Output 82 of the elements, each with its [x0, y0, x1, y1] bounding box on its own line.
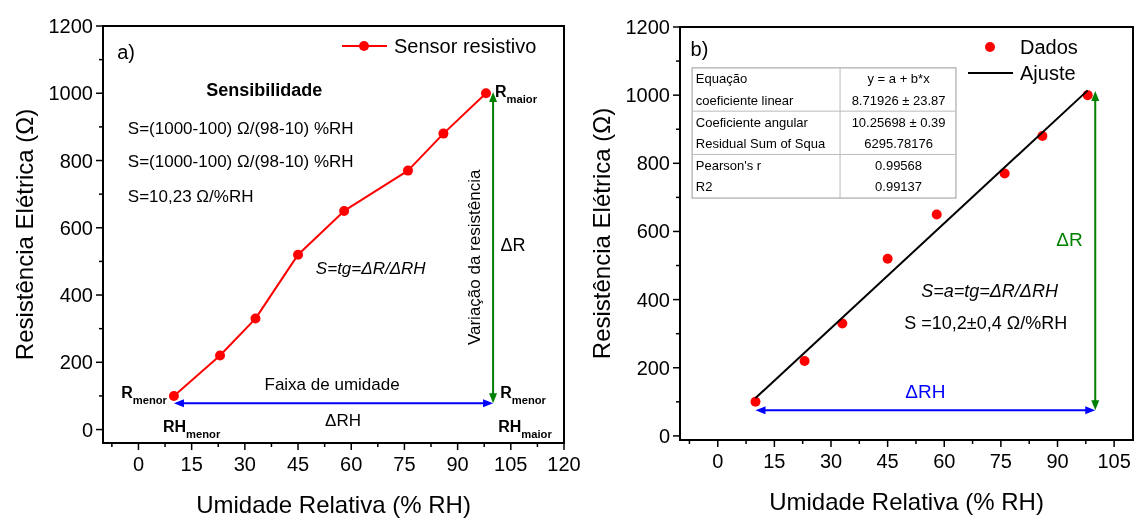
x-axis-title: Umidade Relativa (% RH) — [196, 491, 471, 518]
annotation: y = a + b*x — [867, 71, 931, 86]
y-tick-label: 800 — [636, 152, 670, 175]
point — [931, 209, 942, 220]
annotation: Sensibilidade — [206, 80, 323, 101]
annotation: ΔR — [500, 234, 526, 255]
y-tick-label: 400 — [59, 284, 93, 307]
y-tick-label: 800 — [59, 149, 93, 172]
annotation: S=a=tg=ΔR/ΔRH — [921, 280, 1059, 301]
annotation: S=10,23 Ω/%RH — [127, 186, 254, 206]
x-tick-label: 105 — [494, 453, 528, 475]
annotation: coeficiente linear — [695, 92, 795, 108]
point — [215, 350, 226, 361]
x-tick-label: 0 — [132, 453, 145, 475]
x-tick-label: 30 — [233, 453, 256, 475]
y-tick-label: 1000 — [625, 84, 670, 107]
annotation: ΔRH — [325, 410, 362, 430]
y-tick-label: 0 — [81, 418, 93, 441]
annotation: 8.71926 ± 23.87 — [851, 92, 946, 108]
x-tick-label: 30 — [819, 450, 843, 472]
y-tick-label: 0 — [658, 424, 670, 447]
x-tick-label: 15 — [763, 450, 786, 472]
annotation: S=tg=ΔR/ΔRH — [315, 259, 427, 279]
point — [402, 165, 413, 176]
y-axis-title: Resistência Elétrica (Ω) — [588, 107, 615, 360]
y-tick-label: 600 — [636, 220, 670, 243]
y-tick-label: 1200 — [48, 15, 93, 37]
x-tick-label: 0 — [712, 450, 724, 472]
annotation: Residual Sum of Squa — [695, 136, 826, 152]
x-tick-label: 90 — [1046, 450, 1069, 472]
point — [438, 128, 449, 139]
x-tick-label: 105 — [1097, 450, 1131, 472]
x-tick-label: 45 — [286, 453, 310, 475]
x-tick-label: 120 — [547, 453, 581, 475]
annotation: ΔRH — [905, 381, 946, 403]
annotation: 10.25698 ± 0.39 — [851, 114, 946, 130]
annotation: 0.99137 — [875, 179, 923, 195]
annotation: Pearson's r — [695, 157, 762, 173]
point — [750, 396, 761, 407]
annotation: R$_{menor}$ — [500, 384, 547, 407]
point — [293, 249, 304, 260]
x-tick-label: 45 — [876, 450, 899, 472]
x-tick-label: 60 — [933, 450, 956, 472]
y-tick-label: 1200 — [625, 16, 670, 38]
annotation: Coeficiente angular — [695, 114, 809, 130]
point — [799, 355, 810, 366]
annotation: ΔR — [1056, 228, 1083, 250]
annotation: R$_{menor}$ — [121, 383, 168, 406]
y-tick-label: 600 — [59, 216, 93, 239]
point — [480, 88, 491, 99]
annotation: 0.99568 — [875, 157, 923, 173]
y-axis-title: Resistência Elétrica (Ω) — [11, 108, 38, 361]
annotation: Equação — [695, 71, 748, 86]
annotation: S=(1000-100) Ω/(98-10) %RH — [127, 118, 354, 138]
annotation: S=(1000-100) Ω/(98-10) %RH — [127, 152, 354, 172]
x-tick-label: 75 — [989, 450, 1012, 472]
point — [339, 205, 350, 216]
y-tick-label: 400 — [636, 288, 670, 311]
point — [250, 313, 261, 324]
annotation: b) — [690, 38, 709, 61]
legend-label: Sensor resistivo — [394, 35, 537, 57]
annotation: RH$_{maior}$ — [498, 418, 553, 441]
x-axis-title: Umidade Relativa (% RH) — [769, 488, 1044, 515]
point — [882, 253, 893, 264]
point — [168, 390, 179, 401]
x-tick-label: 15 — [180, 453, 203, 475]
legend-label: Ajuste — [1020, 62, 1076, 84]
y-tick-label: 200 — [636, 356, 670, 379]
x-tick-label: 90 — [446, 453, 469, 475]
annotation: Faixa de umidade — [264, 375, 400, 395]
y-tick-label: 1000 — [48, 82, 93, 105]
annotation: S =10,2±0,4 Ω/%RH — [904, 312, 1068, 333]
x-tick-label: 75 — [393, 453, 416, 475]
annotation: R2 — [695, 179, 713, 195]
y-tick-label: 200 — [59, 351, 93, 374]
legend-label: Dados — [1020, 36, 1078, 58]
annotation: R$_{maior}$ — [494, 82, 538, 105]
annotation: 6295.78176 — [864, 136, 933, 152]
annotation: a) — [117, 41, 135, 64]
x-tick-label: 60 — [340, 453, 363, 475]
annotation: RH$_{menor}$ — [163, 418, 221, 441]
annotation: Variação da resistência — [465, 169, 485, 346]
